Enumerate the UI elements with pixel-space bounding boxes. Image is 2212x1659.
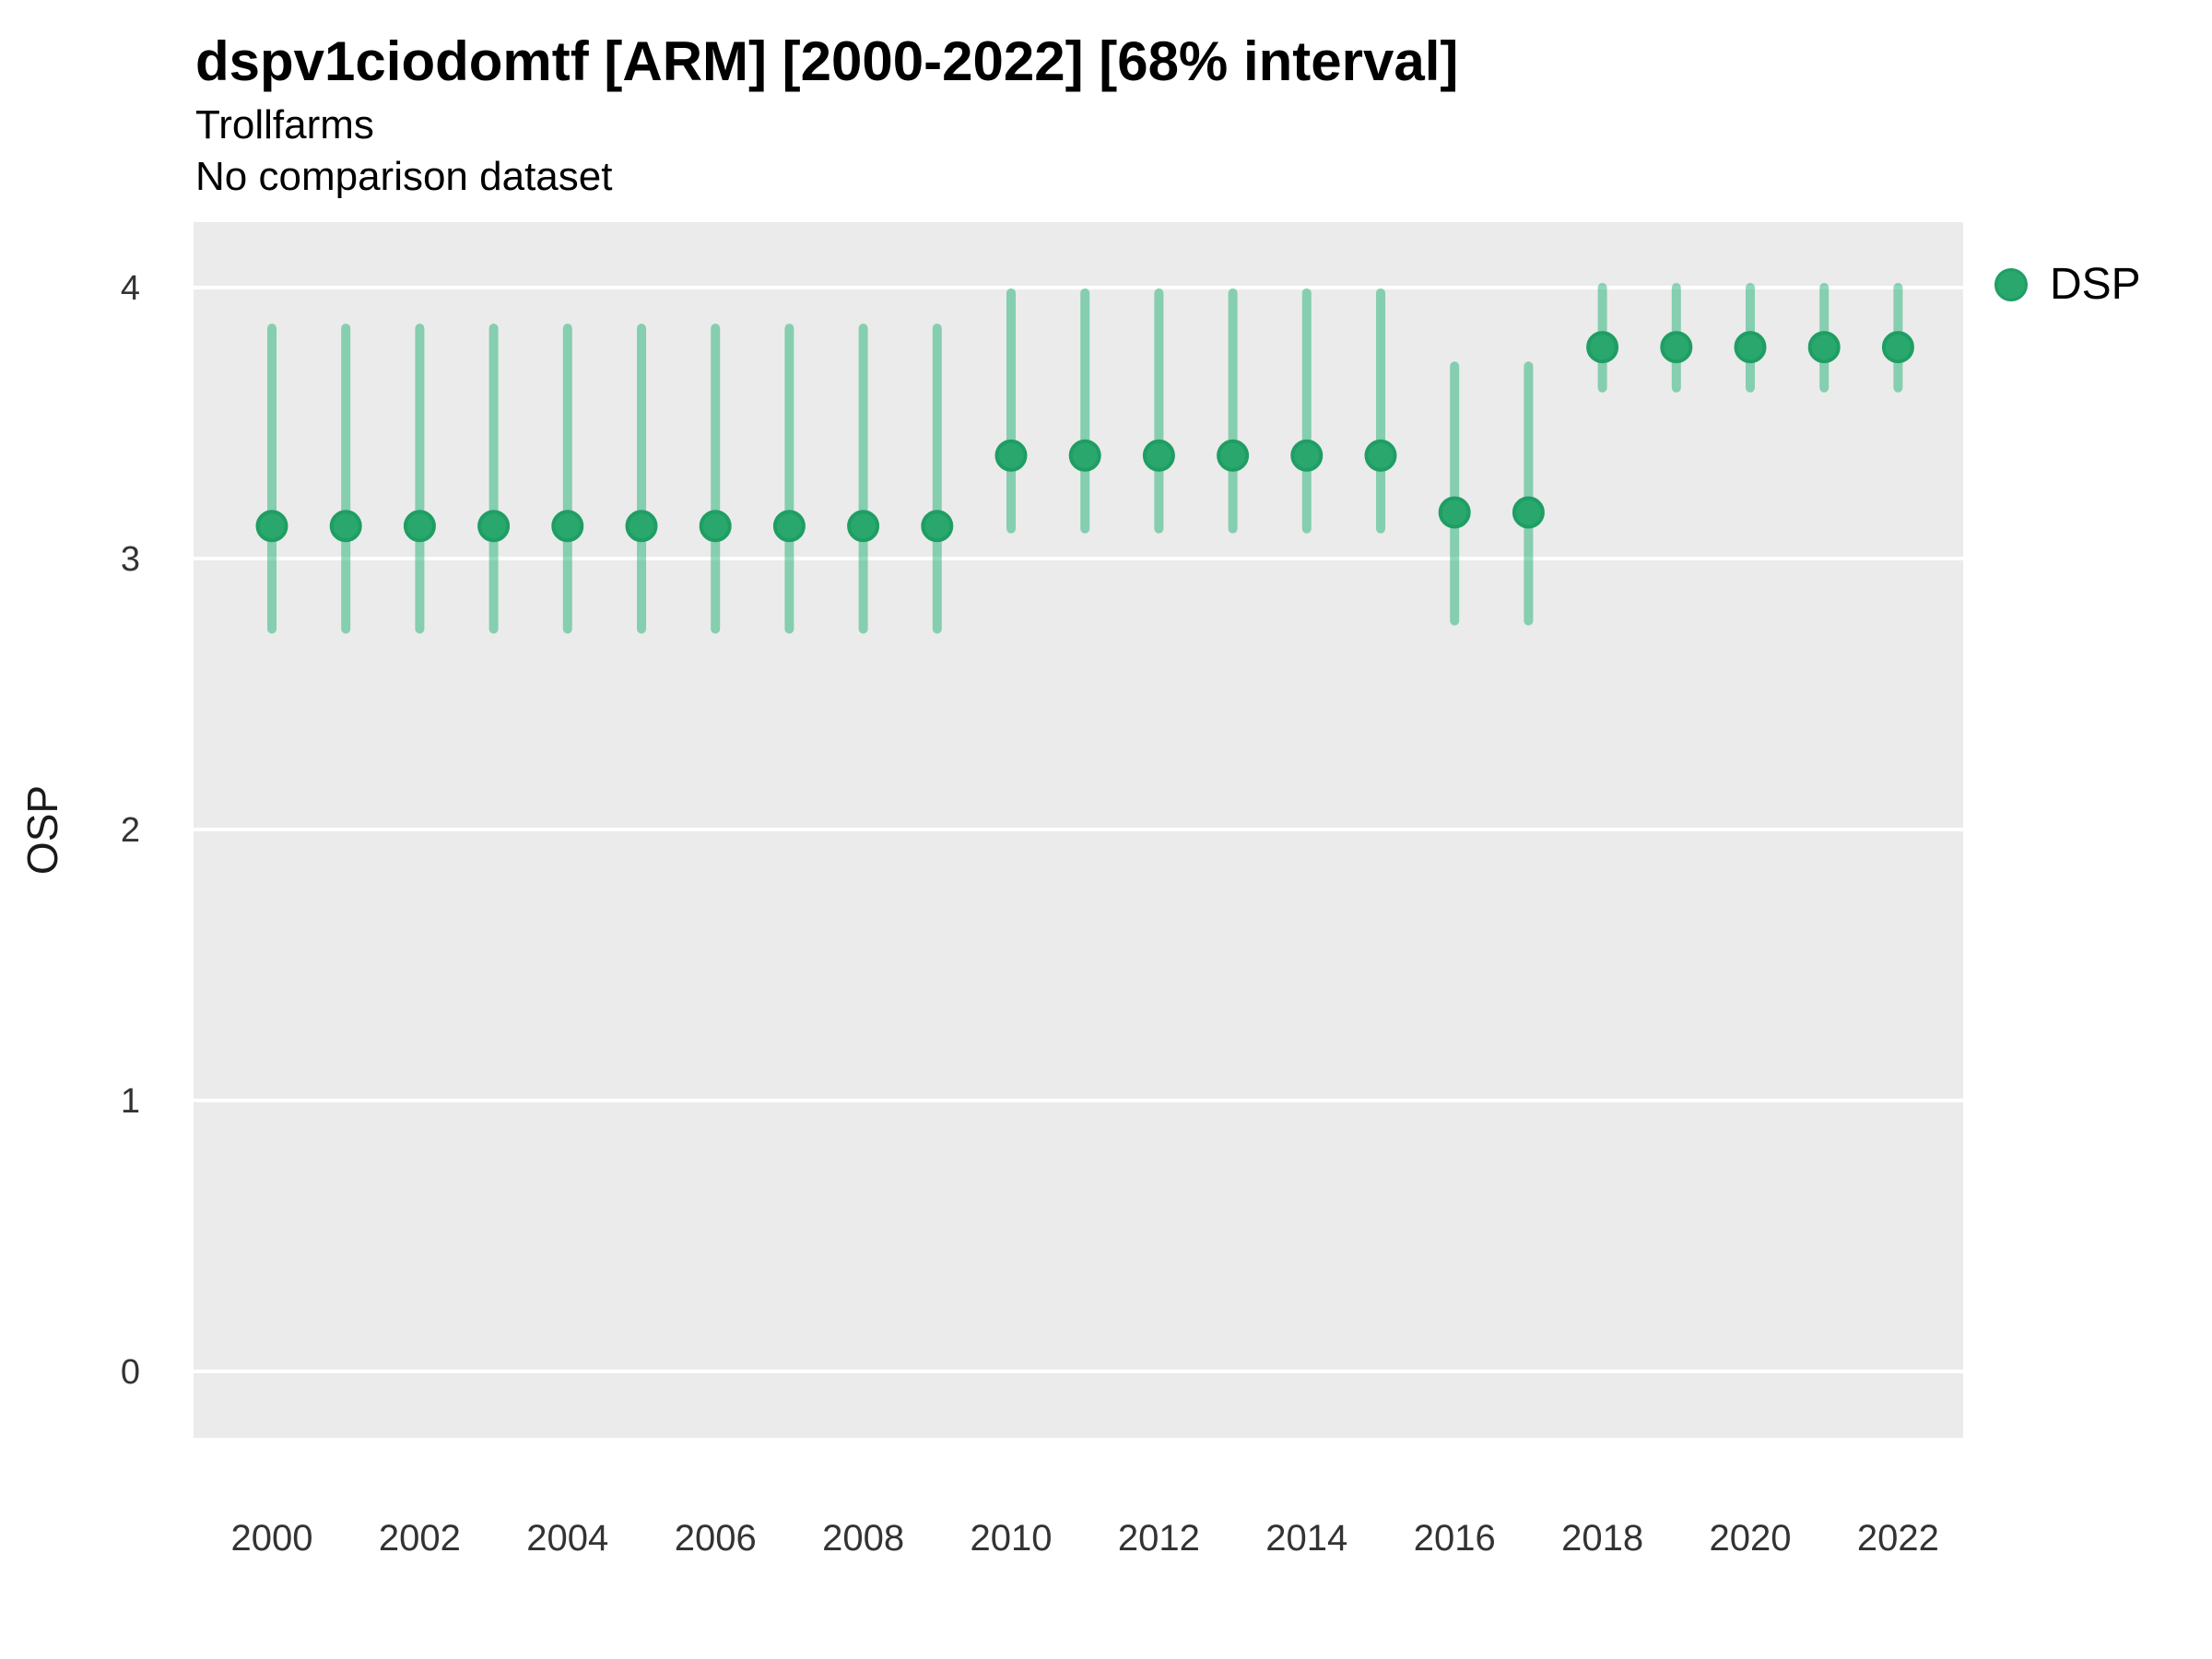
x-tick-label: 2016 [1414, 1518, 1496, 1559]
data-point-2022 [1881, 331, 1914, 364]
legend: DSP [1994, 259, 2141, 310]
x-tick-label: 2018 [1561, 1518, 1643, 1559]
data-point-2007 [772, 510, 806, 543]
y-tick-label: 3 [121, 540, 140, 579]
data-point-2005 [625, 510, 658, 543]
x-tick-label: 2012 [1118, 1518, 1200, 1559]
comparison-note: No comparison dataset [195, 154, 613, 199]
y-tick-label: 4 [121, 269, 140, 308]
data-point-2010 [994, 439, 1028, 472]
y-tick-label: 0 [121, 1353, 140, 1392]
x-tick-label: 2022 [1857, 1518, 1939, 1559]
chart-subtitle: Trollfarms [195, 102, 374, 147]
data-point-2012 [1142, 439, 1175, 472]
data-point-2015 [1364, 439, 1397, 472]
data-point-2002 [403, 510, 436, 543]
x-tick-label: 2014 [1265, 1518, 1347, 1559]
x-tick-label: 2004 [526, 1518, 608, 1559]
legend-marker-icon [1994, 267, 2028, 301]
data-point-2017 [1512, 496, 1545, 529]
legend-label: DSP [2050, 260, 2141, 309]
data-point-2004 [551, 510, 584, 543]
y-axis-title: OSP [18, 785, 66, 875]
x-tick-label: 2002 [379, 1518, 461, 1559]
data-point-2020 [1734, 331, 1767, 364]
data-point-2000 [255, 510, 288, 543]
data-point-2013 [1217, 439, 1250, 472]
data-point-2008 [847, 510, 880, 543]
x-tick-label: 2010 [971, 1518, 1053, 1559]
data-point-2001 [329, 510, 362, 543]
data-point-2021 [1807, 331, 1841, 364]
y-tick-label: 2 [121, 811, 140, 850]
x-tick-label: 2008 [822, 1518, 904, 1559]
chart-header: dspv1ciodomtf [ARM] [2000-2022] [68% int… [195, 31, 1458, 203]
data-point-2018 [1586, 331, 1619, 364]
data-point-2003 [477, 510, 511, 543]
data-point-2011 [1068, 439, 1101, 472]
data-point-2019 [1660, 331, 1693, 364]
y-tick-label: 1 [121, 1082, 140, 1121]
data-point-2006 [699, 510, 732, 543]
x-tick-label: 2006 [675, 1518, 757, 1559]
chart-title: dspv1ciodomtf [ARM] [2000-2022] [68% int… [195, 30, 1459, 92]
data-point-2016 [1438, 496, 1471, 529]
data-point-2009 [921, 510, 954, 543]
data-point-2014 [1290, 439, 1324, 472]
x-tick-label: 2000 [231, 1518, 313, 1559]
x-tick-label: 2020 [1710, 1518, 1792, 1559]
